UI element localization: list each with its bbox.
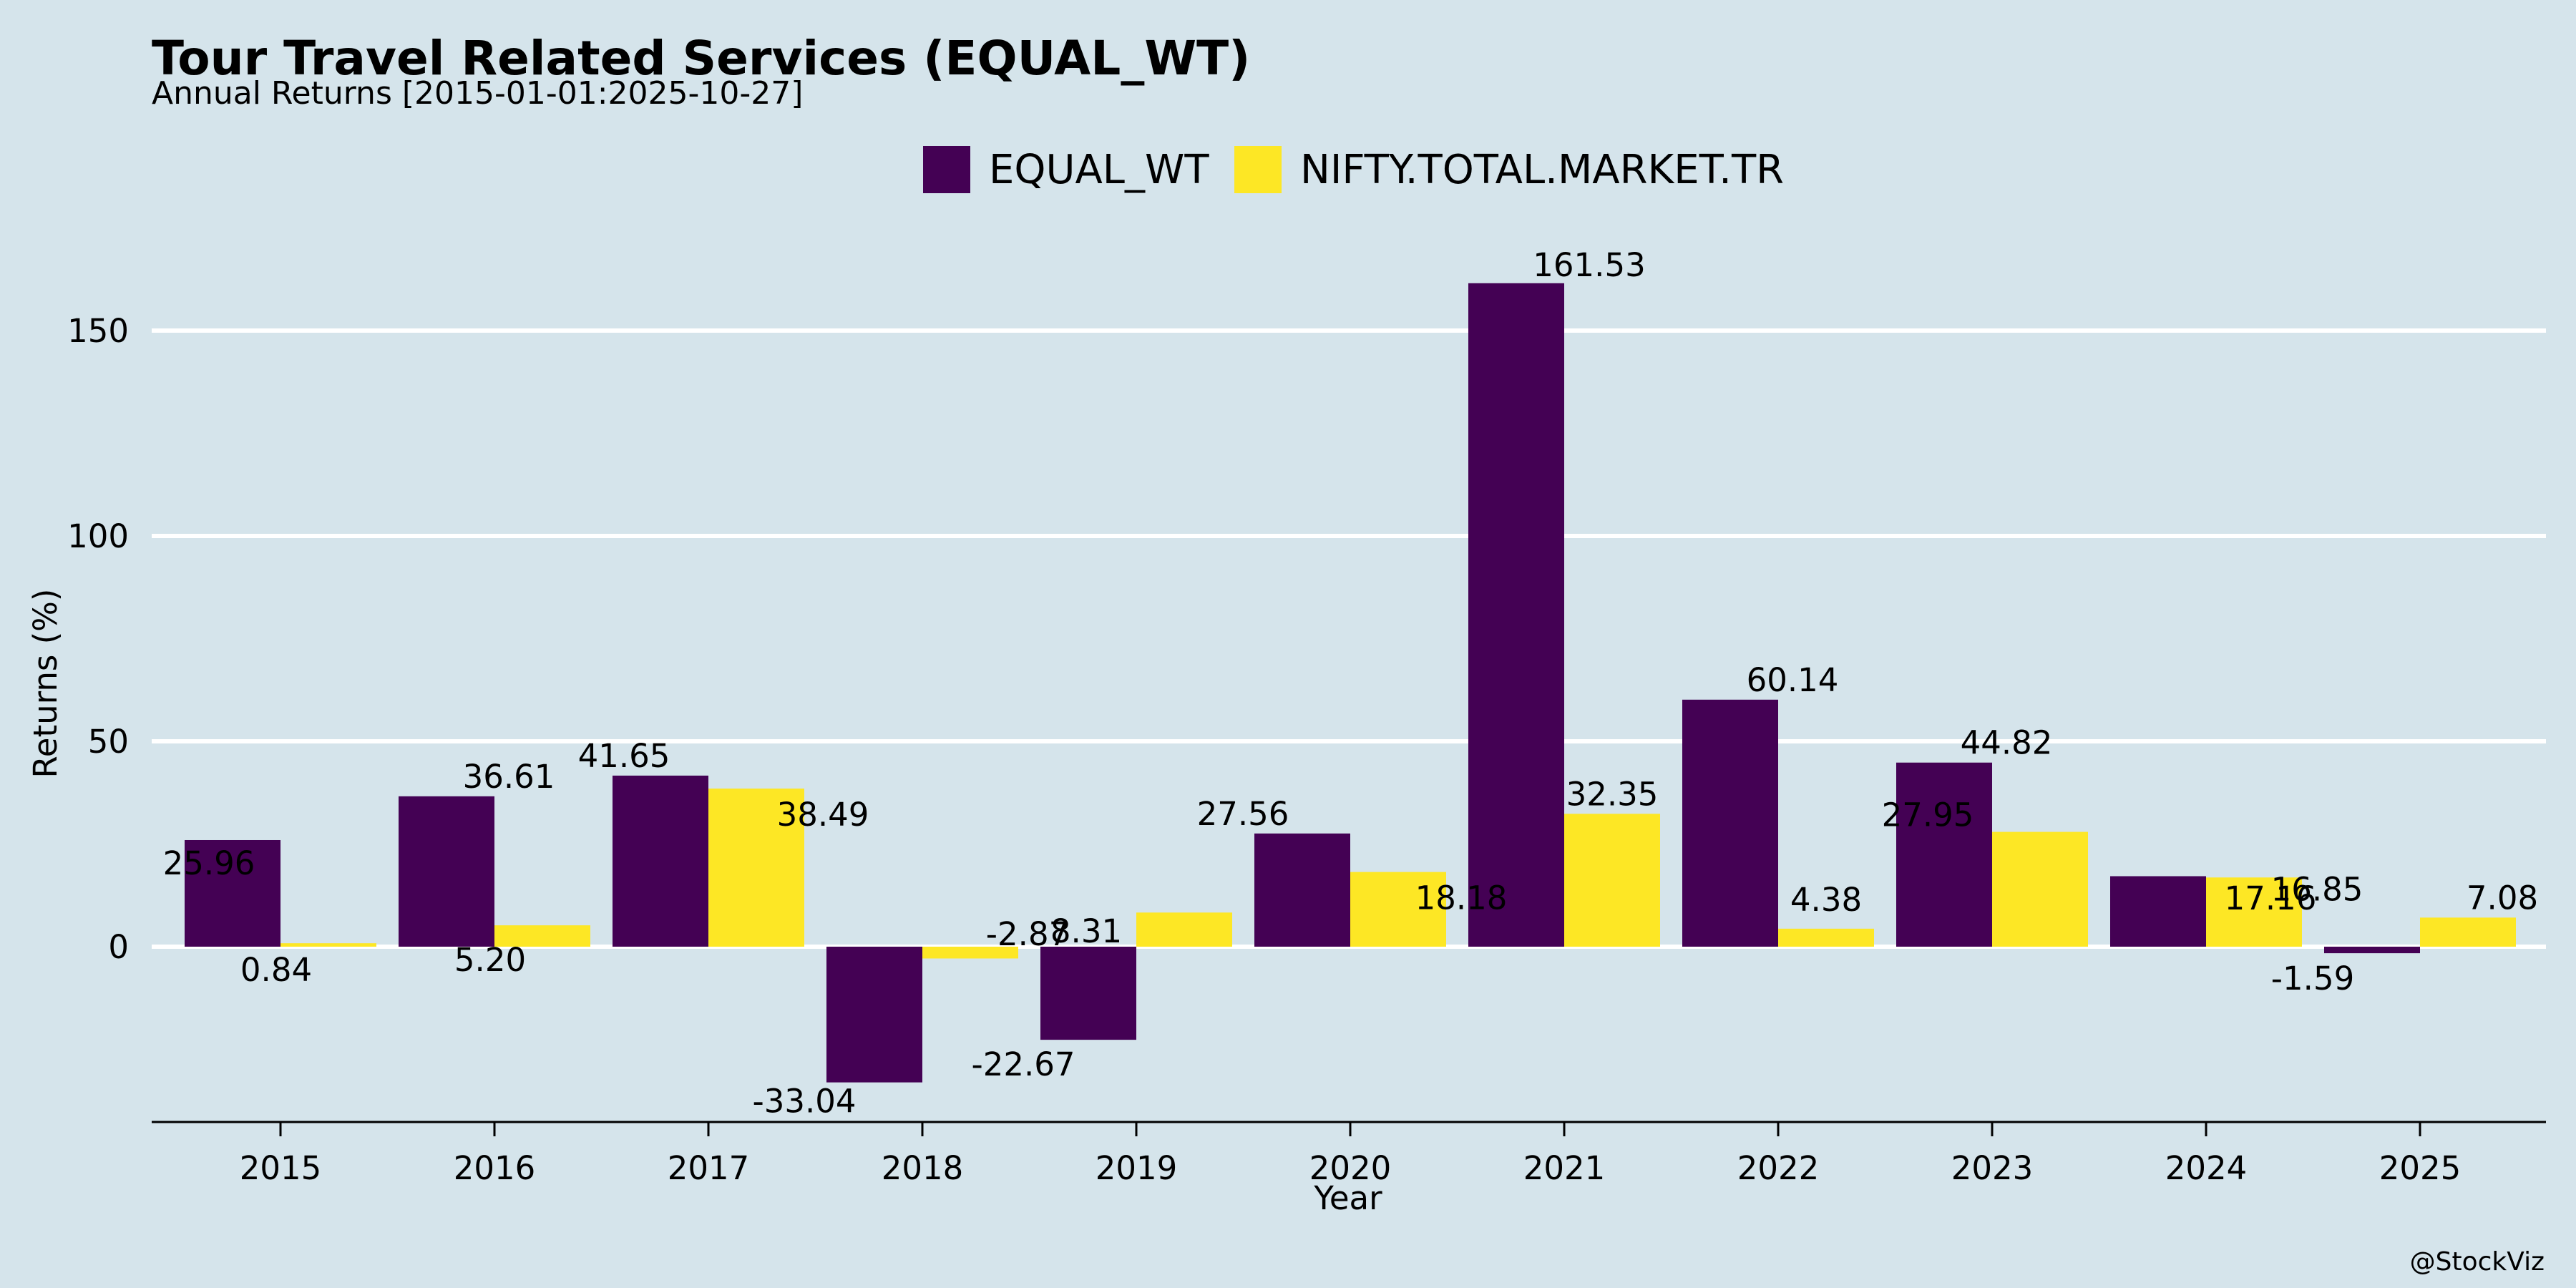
data-label-equal-wt-2018: -33.04	[752, 1083, 856, 1121]
x-tick-label-2018: 2018	[882, 1149, 964, 1187]
y-tick-label-1: 50	[88, 723, 129, 761]
x-tick-label-2021: 2021	[1523, 1149, 1606, 1187]
bar-nifty-2019	[1136, 912, 1232, 947]
data-label-equal-wt-2017: 41.65	[578, 737, 670, 775]
bar-nifty-2020	[1350, 872, 1446, 947]
bar-nifty-2023	[1992, 831, 2088, 947]
legend-swatch-nifty	[1234, 146, 1282, 193]
data-label-nifty-2024: 16.85	[2271, 870, 2363, 908]
bar-equal-wt-2022	[1682, 699, 1778, 947]
bar-nifty-2025	[2420, 917, 2516, 947]
data-label-equal-wt-2016: 36.61	[463, 758, 555, 796]
x-tick-label-2019: 2019	[1096, 1149, 1178, 1187]
legend-label-nifty: NIFTY.TOTAL.MARKET.TR	[1300, 147, 1784, 193]
bar-nifty-2022	[1778, 928, 1874, 947]
y-tick-label-2: 100	[67, 517, 129, 555]
x-tick-label-2023: 2023	[1951, 1149, 2034, 1187]
data-label-nifty-2021: 32.35	[1566, 775, 1659, 813]
bar-nifty-2021	[1564, 814, 1660, 947]
x-axis-title: Year	[1313, 1179, 1382, 1217]
data-label-nifty-2017: 38.49	[777, 796, 869, 834]
axes: 0 50 100 150 2015 2016 2017 2018 2019 2020 2021 202…	[67, 312, 2546, 1187]
bar-equal-wt-2020	[1254, 833, 1350, 947]
bar-equal-wt-2019	[1040, 947, 1136, 1040]
data-label-nifty-2019: 8.31	[1050, 912, 1122, 950]
legend-label-equal-wt: EQUAL_WT	[989, 147, 1209, 193]
data-label-nifty-2016: 5.20	[454, 941, 526, 979]
data-label-equal-wt-2023: 44.82	[1961, 724, 2053, 762]
data-label-equal-wt-2020: 27.56	[1197, 795, 1289, 833]
chart-subtitle: Annual Returns [2015-01-01:2025-10-27]	[152, 75, 803, 112]
data-label-nifty-2022: 4.38	[1790, 881, 1862, 919]
bar-equal-wt-2016	[399, 796, 494, 947]
bar-nifty-2016	[494, 925, 590, 947]
data-label-equal-wt-2024: 17.16	[2225, 879, 2317, 917]
bar-equal-wt-2025	[2324, 947, 2420, 954]
x-tick-label-2015: 2015	[240, 1149, 322, 1187]
x-tick-label-2024: 2024	[2165, 1149, 2248, 1187]
credit-label: @StockViz	[2410, 1247, 2545, 1277]
bar-equal-wt-2017	[613, 775, 708, 947]
data-labels: 25.96 0.84 36.61 5.20 41.65 38.49 -33.04 -2.87 -…	[163, 246, 2539, 1121]
bars	[185, 283, 2516, 1083]
x-tick-label-2022: 2022	[1737, 1149, 1820, 1187]
data-label-equal-wt-2015: 25.96	[163, 844, 255, 882]
bar-equal-wt-2018	[826, 947, 922, 1083]
bar-nifty-2017	[708, 789, 804, 947]
legend-swatch-equal-wt	[923, 146, 970, 193]
data-label-nifty-2015: 0.84	[240, 951, 312, 989]
data-label-equal-wt-2019: -22.67	[971, 1045, 1075, 1083]
y-axis-title: Returns (%)	[26, 589, 64, 779]
legend: EQUAL_WT NIFTY.TOTAL.MARKET.TR	[923, 146, 1784, 193]
bar-equal-wt-2024	[2110, 876, 2206, 947]
data-label-nifty-2020: 18.18	[1415, 879, 1508, 917]
bar-nifty-2018	[922, 947, 1018, 959]
x-tick-label-2017: 2017	[668, 1149, 750, 1187]
chart-title: Tour Travel Related Services (EQUAL_WT)	[152, 31, 1250, 86]
bar-equal-wt-2015	[185, 839, 280, 947]
y-tick-label-3: 150	[67, 312, 129, 350]
data-label-nifty-2025: 7.08	[2467, 879, 2538, 917]
data-label-equal-wt-2025: -1.59	[2271, 960, 2354, 997]
data-label-equal-wt-2021: 161.53	[1533, 246, 1645, 284]
data-label-nifty-2018: -2.87	[986, 915, 1069, 953]
x-tick-label-2016: 2016	[454, 1149, 536, 1187]
bar-equal-wt-2021	[1468, 283, 1564, 947]
bar-equal-wt-2023	[1896, 762, 1992, 947]
y-tick-label-0: 0	[108, 928, 129, 966]
bar-nifty-2015	[280, 943, 376, 947]
x-tick-label-2025: 2025	[2379, 1149, 2462, 1187]
data-label-equal-wt-2022: 60.14	[1747, 661, 1839, 699]
bar-nifty-2024	[2206, 877, 2302, 947]
data-label-nifty-2023: 27.95	[1882, 796, 1974, 834]
x-tick-label-2020: 2020	[1309, 1149, 1392, 1187]
